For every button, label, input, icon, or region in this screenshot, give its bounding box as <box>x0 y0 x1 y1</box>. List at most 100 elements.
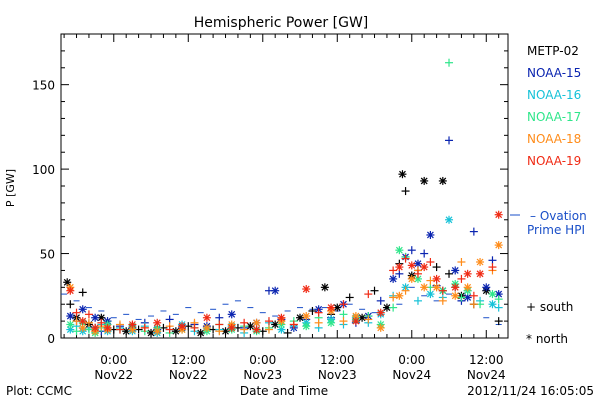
point-stroke-d2 <box>222 327 229 335</box>
data-point <box>202 313 211 322</box>
data-point <box>358 313 367 322</box>
data-point <box>395 246 404 255</box>
data-point <box>457 274 466 283</box>
point-stroke-d2 <box>476 270 484 278</box>
data-point <box>227 310 236 319</box>
point-stroke-d2 <box>178 322 186 330</box>
point-stroke-d2 <box>253 326 260 333</box>
point-stroke-d2 <box>228 324 236 332</box>
data-point <box>457 293 466 302</box>
data-point <box>196 328 205 337</box>
point-stroke-d2 <box>408 261 416 269</box>
point-stroke-d2 <box>321 283 329 291</box>
data-point <box>240 318 249 327</box>
x-tick-label-date: Nov22 <box>169 368 208 382</box>
data-point <box>153 318 162 327</box>
data-point <box>97 318 106 327</box>
data-point <box>482 283 491 292</box>
point-stroke-d2 <box>66 312 74 320</box>
ovation-label-line2: Prime HPI <box>527 223 585 237</box>
point-stroke-d2 <box>63 278 71 286</box>
point-stroke-d2 <box>408 275 416 283</box>
point-stroke-d2 <box>253 319 260 327</box>
data-point <box>227 323 236 332</box>
point-stroke-d2 <box>451 292 459 300</box>
data-point <box>488 256 497 265</box>
point-stroke-d2 <box>172 327 180 335</box>
x-tick-label-date: Nov22 <box>94 368 133 382</box>
data-point <box>488 300 497 309</box>
north-marker-legend: * north <box>526 332 568 346</box>
point-stroke-d2 <box>482 283 490 291</box>
data-point <box>469 227 478 236</box>
point-stroke-d2 <box>414 275 422 283</box>
data-point <box>84 325 93 334</box>
point-stroke-d2 <box>246 322 254 330</box>
data-point <box>320 283 329 292</box>
data-point <box>389 274 398 283</box>
point-stroke-d2 <box>153 319 161 327</box>
point-stroke-d2 <box>197 329 205 337</box>
point-stroke-d2 <box>451 267 459 274</box>
data-point <box>91 313 100 322</box>
footer-plot-source: Plot: CCMC <box>6 384 72 398</box>
data-point <box>78 317 87 326</box>
point-stroke-d2 <box>464 270 472 278</box>
data-point <box>420 263 429 272</box>
data-point <box>451 291 460 300</box>
data-point <box>488 290 497 299</box>
data-point <box>476 258 485 266</box>
data-point <box>420 249 429 258</box>
data-point <box>252 325 261 334</box>
data-point <box>469 291 478 300</box>
footer-timestamp: 2012/11/24 16:05:05 <box>467 384 594 398</box>
data-point <box>407 274 416 283</box>
data-point <box>140 323 149 332</box>
data-point <box>451 283 460 292</box>
point-stroke-d2 <box>327 304 335 312</box>
x-tick-label-time: 0:00 <box>398 353 425 367</box>
data-point <box>401 254 410 263</box>
y-tick-label: 100 <box>32 163 55 177</box>
x-tick-label-time: 0:00 <box>100 353 127 367</box>
data-point <box>78 288 87 297</box>
y-tick-label: 50 <box>40 248 55 262</box>
data-point <box>376 308 385 317</box>
data-point <box>351 317 360 326</box>
data-point <box>66 312 75 321</box>
point-stroke-d2 <box>333 304 341 312</box>
data-point <box>215 313 224 322</box>
data-point <box>438 176 447 185</box>
data-point <box>72 308 81 317</box>
legend-entry: NOAA-18 <box>527 132 581 146</box>
data-point <box>84 318 93 327</box>
data-point <box>401 286 410 295</box>
point-stroke-d2 <box>464 294 472 301</box>
point-stroke-d2 <box>66 287 74 295</box>
data-point <box>398 170 407 179</box>
data-point <box>202 323 211 332</box>
point-stroke-d2 <box>79 324 87 332</box>
point-stroke-d2 <box>389 275 397 283</box>
data-point <box>370 286 379 295</box>
data-point <box>488 263 497 272</box>
data-point <box>103 323 112 332</box>
legend-entry: NOAA-19 <box>527 154 581 168</box>
data-point <box>426 276 435 285</box>
data-point <box>445 269 454 278</box>
point-stroke-d2 <box>104 324 111 332</box>
point-stroke-d2 <box>97 314 105 322</box>
data-point <box>215 327 224 336</box>
x-tick-label-date: Nov24 <box>392 368 431 382</box>
point-stroke-d2 <box>476 258 484 266</box>
data-point <box>376 296 385 305</box>
x-tick-label-date: Nov23 <box>243 368 282 382</box>
data-point <box>333 303 342 312</box>
data-point <box>327 303 336 312</box>
data-point <box>296 313 305 322</box>
point-stroke-d2 <box>271 287 279 295</box>
point-stroke-d2 <box>302 312 310 320</box>
point-stroke-d2 <box>377 309 385 317</box>
data-point <box>165 315 174 324</box>
